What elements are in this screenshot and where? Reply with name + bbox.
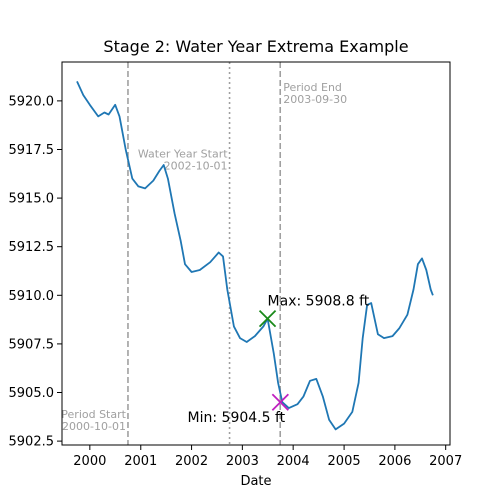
y-tick-label: 5905.0: [9, 386, 55, 401]
y-tick-label: 5920.0: [9, 94, 55, 109]
extremum-marker-0: [258, 309, 277, 328]
x-axis: 2000 2001 2002 2003 2004 2005 2006 2007: [73, 445, 462, 469]
extremum-label: Max: 5908.8 ft: [268, 294, 370, 310]
reference-line-date: 2000-10-01: [62, 420, 126, 433]
reference-line-label: Period Start: [61, 408, 126, 421]
x-axis-label: Date: [240, 474, 271, 489]
y-tick-label: 5917.5: [9, 143, 55, 158]
y-tick-label: 5907.5: [9, 337, 55, 352]
x-tick-label: 2000: [73, 454, 106, 469]
x-tick-label: 2007: [429, 454, 462, 469]
extremum-marker-1: [271, 393, 289, 411]
extremum-label: Min: 5904.5 ft: [188, 410, 286, 426]
series-line-0: [76, 81, 434, 431]
x-tick-label: 2003: [226, 454, 259, 469]
x-tick-label: 2004: [277, 454, 310, 469]
x-tick-label: 2006: [378, 454, 411, 469]
y-tick-label: 5902.5: [9, 435, 55, 450]
reference-line-label: Period End: [283, 81, 342, 94]
chart-title: Stage 2: Water Year Extrema Example: [103, 37, 408, 56]
reference-line-date: 2002-10-01: [164, 159, 228, 172]
plot-frame: [61, 61, 451, 446]
y-tick-label: 5912.5: [9, 240, 55, 255]
reference-line-date: 2003-09-30: [283, 93, 347, 106]
y-tick-label: 5910.0: [9, 289, 55, 304]
y-axis: 5902.5 5905.0 5907.5 5910.0 5912.5 5915.0 5917…: [9, 94, 62, 450]
reference-line-label: Water Year Start: [138, 147, 228, 160]
x-tick-label: 2002: [175, 454, 208, 469]
y-tick-label: 5915.0: [9, 192, 55, 207]
x-tick-label: 2001: [124, 454, 157, 469]
x-tick-label: 2005: [328, 454, 361, 469]
